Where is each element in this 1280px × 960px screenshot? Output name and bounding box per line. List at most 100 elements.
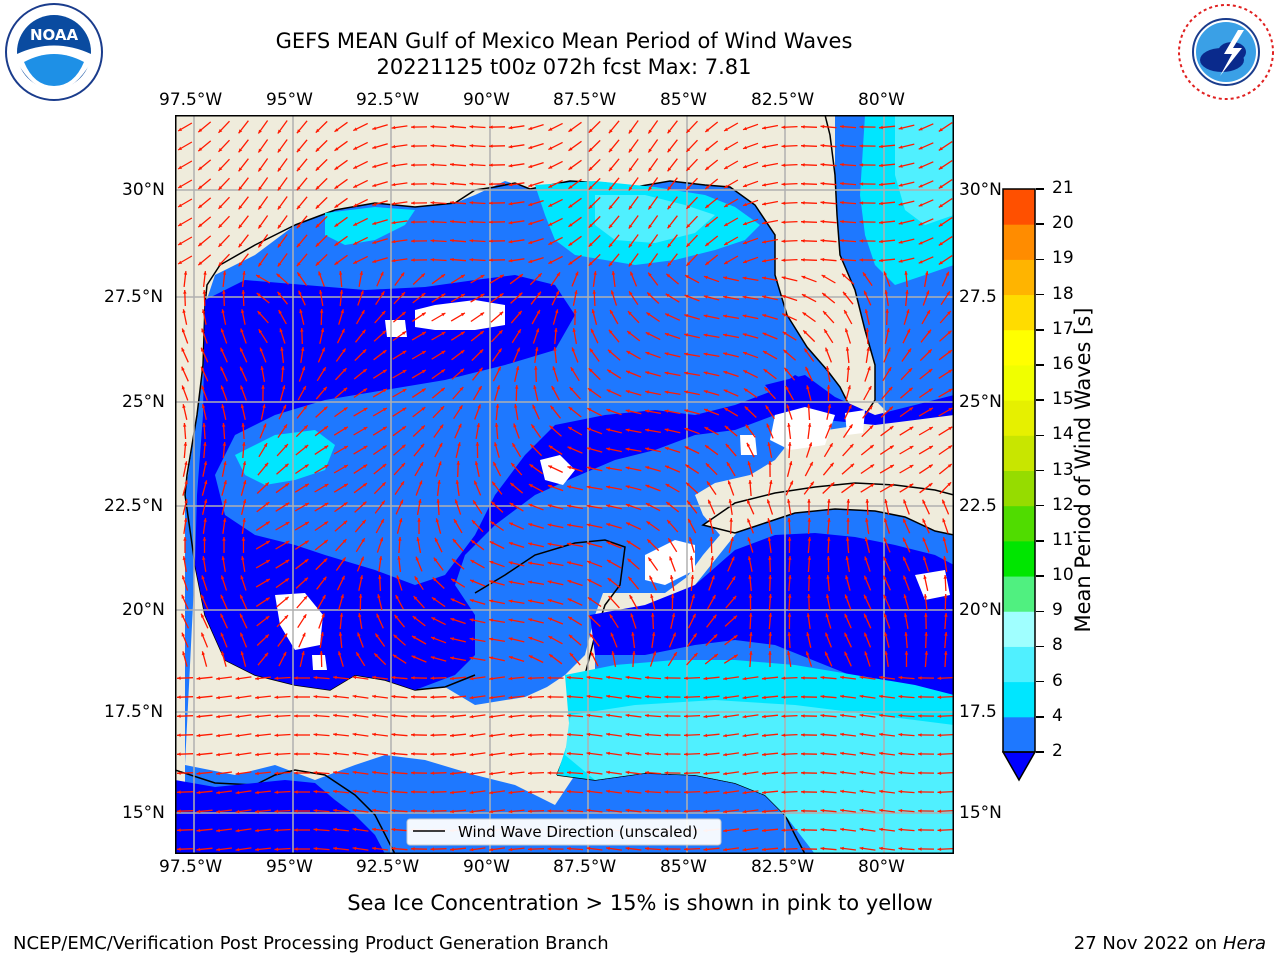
- wind-wave-arrow-head: [889, 445, 894, 450]
- wind-wave-arrow-head: [353, 127, 358, 131]
- wind-wave-arrow-head: [438, 461, 442, 466]
- wind-wave-arrow-head: [948, 408, 953, 412]
- wind-wave-arrow-head: [417, 518, 421, 522]
- wind-wave-arrow-head: [864, 632, 868, 637]
- wind-wave-arrow-head: [392, 654, 397, 659]
- wind-wave-arrow-head: [744, 406, 749, 411]
- wind-wave-arrow-head: [844, 310, 848, 314]
- wind-wave-arrow-head: [302, 386, 306, 390]
- wind-wave-arrow-head: [419, 462, 424, 467]
- wind-wave-arrow-head: [477, 404, 481, 409]
- wind-wave-arrow-head: [648, 272, 652, 277]
- wind-wave-arrow-head: [201, 404, 206, 409]
- wind-wave-arrow-head: [430, 656, 435, 660]
- wind-wave-arrow-head: [586, 447, 591, 451]
- wind-wave-arrow-head: [686, 186, 691, 190]
- wind-wave-arrow-head: [372, 846, 376, 851]
- wind-wave-arrow-head: [339, 290, 344, 294]
- wind-wave-arrow-head: [340, 594, 344, 599]
- wind-wave-arrow-head: [242, 271, 246, 275]
- wind-wave-arrow-head: [315, 261, 320, 266]
- wind-wave-arrow-head: [781, 125, 786, 129]
- wind-wave-arrow-head: [628, 129, 633, 134]
- wind-wave-arrow-head: [353, 184, 358, 188]
- wind-wave-arrow-head: [922, 537, 926, 542]
- wind-wave-arrow-head: [402, 389, 407, 393]
- wind-wave-arrow-head: [859, 770, 864, 775]
- wind-wave-arrow-head: [588, 242, 593, 247]
- wind-wave-arrow-head: [284, 444, 288, 448]
- wind-wave-arrow-head: [265, 502, 270, 506]
- wind-wave-arrow-head: [845, 347, 850, 351]
- wind-wave-arrow-head: [391, 770, 396, 775]
- wind-wave-arrow-head: [587, 597, 592, 601]
- wind-wave-arrow-head: [646, 312, 651, 316]
- wind-wave-arrow-head: [844, 594, 849, 599]
- wind-wave-arrow-head: [591, 328, 595, 333]
- wind-wave-arrow-head: [413, 596, 418, 600]
- wind-wave-arrow-head: [922, 518, 926, 523]
- wind-wave-arrow-head: [372, 202, 377, 206]
- wind-wave-arrow-head: [762, 314, 767, 318]
- wind-wave-arrow-head: [669, 556, 673, 561]
- wind-wave-arrow-head: [801, 125, 805, 129]
- nws-logo: [1176, 2, 1276, 102]
- wind-wave-arrow-head: [391, 144, 396, 149]
- wind-wave-arrow-head: [391, 808, 396, 813]
- wind-wave-arrow-head: [918, 752, 922, 756]
- wind-wave-arrow-head: [528, 733, 532, 737]
- wind-wave-arrow-head: [868, 405, 873, 410]
- wind-wave-arrow-head: [528, 618, 533, 622]
- wind-wave-arrow-head: [382, 369, 387, 374]
- wind-wave-arrow-head: [241, 556, 245, 560]
- wind-wave-arrow-head: [768, 461, 772, 465]
- wind-wave-arrow-head: [705, 204, 710, 208]
- wind-wave-arrow-head: [723, 314, 727, 318]
- wind-wave-arrow-head: [473, 500, 477, 505]
- wind-wave-arrow-head: [645, 390, 649, 394]
- wind-wave-arrow-head: [547, 504, 552, 508]
- wind-wave-arrow-head: [372, 694, 376, 699]
- wind-wave-arrow-head: [606, 675, 610, 680]
- wind-wave-arrow-head: [762, 790, 766, 795]
- colorbar-cell: [1003, 224, 1035, 260]
- wind-wave-arrow-head: [846, 499, 850, 503]
- wind-wave-arrow-head: [807, 423, 812, 427]
- wind-wave-arrow-head: [534, 366, 538, 370]
- wind-wave-arrow-head: [762, 752, 766, 757]
- wind-wave-arrow-head: [845, 556, 849, 560]
- wind-wave-arrow-head: [670, 594, 675, 598]
- wind-wave-arrow-head: [628, 148, 633, 153]
- wind-wave-arrow-head: [743, 221, 747, 226]
- wind-wave-arrow-head: [762, 714, 766, 719]
- wind-wave-arrow-head: [338, 651, 342, 656]
- lon-label-top-3: 92.5°W: [356, 90, 420, 110]
- wind-wave-arrow-head: [768, 632, 772, 636]
- wind-wave-arrow-head: [944, 632, 948, 636]
- wind-wave-arrow-head: [828, 423, 832, 428]
- wind-wave-arrow-head: [372, 789, 376, 794]
- wind-wave-arrow-head: [918, 146, 923, 150]
- wind-wave-arrow-head: [948, 445, 953, 449]
- wind-wave-arrow-head: [519, 274, 523, 278]
- wind-wave-arrow-head: [313, 828, 318, 832]
- wind-wave-arrow-head: [223, 480, 227, 485]
- wind-wave-arrow-head: [469, 220, 474, 224]
- wind-wave-arrow-head: [712, 614, 717, 619]
- wind-wave-arrow-head: [242, 480, 247, 485]
- wind-wave-arrow-head: [628, 262, 633, 267]
- wind-wave-arrow-head: [242, 461, 247, 465]
- wind-wave-arrow-head: [879, 827, 883, 832]
- colorbar: [1002, 188, 1036, 782]
- wind-wave-arrow-head: [265, 616, 270, 620]
- wind-wave-arrow-head: [489, 201, 493, 205]
- wind-wave-arrow-head: [588, 128, 593, 133]
- wind-wave-arrow-head: [944, 651, 948, 655]
- wind-wave-arrow-head: [568, 166, 573, 170]
- wind-wave-arrow-head: [801, 239, 805, 243]
- wind-wave-arrow-head: [391, 694, 396, 699]
- wind-wave-arrow-head: [684, 314, 689, 318]
- wind-wave-arrow-head: [879, 125, 883, 130]
- wind-wave-arrow-head: [788, 594, 792, 598]
- wind-wave-arrow-head: [469, 771, 474, 776]
